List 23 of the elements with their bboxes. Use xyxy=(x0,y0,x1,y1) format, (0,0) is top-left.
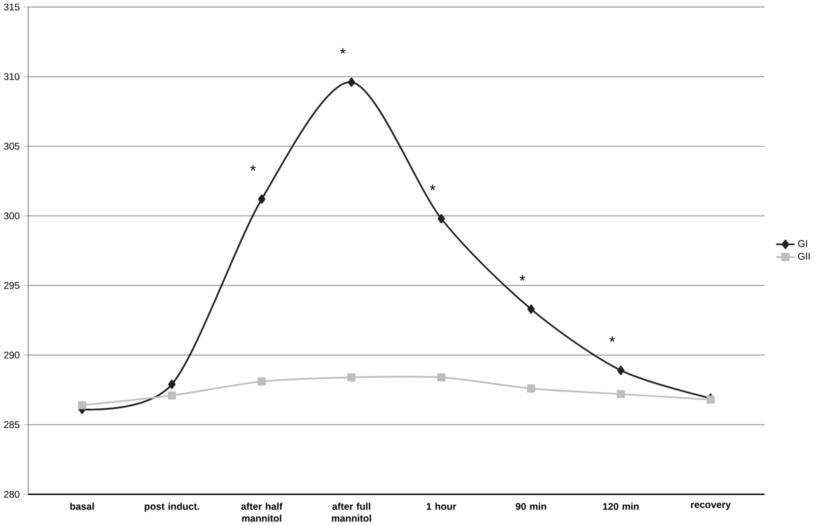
y-tick-label: 310 xyxy=(4,73,20,80)
y-tick-label: 290 xyxy=(4,351,20,358)
x-tick-label: recovery xyxy=(691,502,731,510)
annotation: * xyxy=(250,165,256,170)
annotation: * xyxy=(609,336,615,342)
legend-label: GII xyxy=(798,252,810,260)
annotation: * xyxy=(520,274,526,280)
y-tick-label: 300 xyxy=(4,212,20,220)
y-tick-label: 285 xyxy=(4,421,20,428)
annotation: * xyxy=(340,48,346,54)
x-tick-label: after half mannitol xyxy=(241,502,282,522)
y-tick-label: 315 xyxy=(4,3,20,10)
legend-label: GI xyxy=(798,240,808,247)
x-tick-label: basal xyxy=(70,502,94,510)
x-tick-label: after full mannitol xyxy=(332,502,372,522)
annotation: * xyxy=(430,184,436,190)
x-tick-label: 1 hour xyxy=(426,502,456,510)
x-tick-label: 90 min xyxy=(516,502,546,510)
y-tick-label: 305 xyxy=(4,142,20,150)
y-tick-label: 295 xyxy=(4,282,20,289)
y-tick-label: 280 xyxy=(4,490,20,498)
x-tick-label: 120 min xyxy=(603,502,639,510)
x-tick-label: post induct. xyxy=(144,502,200,512)
